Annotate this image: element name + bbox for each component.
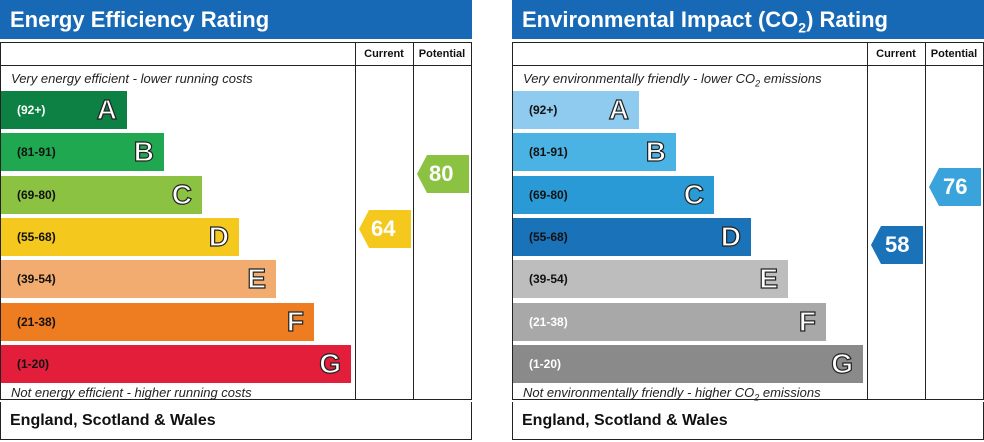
potential-column-divider (925, 43, 926, 399)
band-letter: A (608, 93, 629, 125)
band-range-label: (1-20) (17, 356, 50, 371)
rating-band-a: (92+) A (513, 91, 639, 129)
environment-title-post: ) Rating (806, 7, 888, 32)
band-letter: E (247, 263, 267, 295)
band-range-label: (81-91) (17, 145, 56, 160)
rating-band-f: (21-38) F (513, 302, 826, 341)
rating-band-e: (39-54) E (513, 260, 788, 299)
energy-current-arrow-shape (359, 210, 411, 248)
environment-potential-rating-arrow: 76 (929, 168, 981, 206)
potential-column-divider (413, 43, 414, 399)
environment-title-sub: 2 (798, 19, 807, 36)
energy-top-description: Very energy efficient - lower running co… (11, 71, 253, 86)
band-range-label: (1-20) (529, 356, 562, 371)
environment-top-post: emissions (760, 71, 822, 86)
rating-band-c: (69-80) C (1, 175, 202, 214)
environment-current-rating-arrow: 58 (871, 226, 923, 264)
environment-title: Environmental Impact (CO2) Rating (512, 0, 984, 39)
band-letter: B (645, 136, 666, 168)
band-letter: C (171, 178, 192, 210)
energy-current-rating-arrow: 64 (359, 210, 411, 248)
rating-band-a: (92+) A (1, 91, 127, 129)
environment-top-pre: Very environmentally friendly - lower CO (523, 71, 756, 86)
environment-bottom-description: Not environmentally friendly - higher CO… (523, 385, 821, 403)
band-range-label: (69-80) (17, 187, 56, 202)
rating-band-f: (21-38) F (1, 302, 314, 341)
band-range-label: (92+) (17, 103, 46, 117)
rating-band-b: (81-91) B (513, 133, 676, 172)
band-range-label: (69-80) (529, 187, 568, 202)
environment-top-description: Very environmentally friendly - lower CO… (523, 71, 822, 89)
band-letter: D (720, 220, 741, 252)
band-letter: A (96, 93, 117, 125)
environment-footer: England, Scotland & Wales (512, 402, 984, 440)
rating-band-c: (69-80) C (513, 175, 714, 214)
header-divider (513, 65, 983, 66)
rating-band-g: (1-20) G (1, 344, 351, 383)
band-letter: E (759, 263, 779, 295)
current-column-header: Current (364, 48, 404, 60)
environment-potential-value: 76 (943, 174, 968, 199)
energy-potential-arrow-shape (417, 155, 469, 193)
environment-title-pre: Environmental Impact (CO (522, 7, 799, 32)
energy-footer-text: England, Scotland & Wales (10, 412, 216, 429)
current-column-header: Current (876, 48, 916, 60)
environment-potential-arrow-shape (929, 168, 981, 206)
band-range-label: (55-68) (17, 229, 56, 244)
energy-efficiency-panel: Energy Efficiency Rating Current Potenti… (0, 0, 472, 442)
potential-column-header: Potential (930, 48, 978, 60)
energy-bottom-description: Not energy efficient - higher running co… (11, 385, 252, 400)
energy-title: Energy Efficiency Rating (0, 0, 472, 39)
energy-potential-value: 80 (429, 161, 454, 186)
energy-potential-rating-arrow: 80 (417, 155, 469, 193)
band-letter: C (683, 178, 704, 210)
environment-chart-box: Current Potential Very environmentally f… (512, 42, 984, 403)
band-range-label: (21-38) (529, 314, 568, 329)
rating-band-d: (55-68) D (1, 217, 239, 256)
rating-band-e: (39-54) E (1, 260, 276, 299)
rating-band-d: (55-68) D (513, 217, 751, 256)
energy-current-value: 64 (371, 216, 396, 241)
band-range-label: (81-91) (529, 145, 568, 160)
energy-footer: England, Scotland & Wales (0, 402, 472, 440)
environment-footer-text: England, Scotland & Wales (522, 412, 728, 429)
band-letter: B (133, 136, 154, 168)
rating-band-g: (1-20) G (513, 344, 863, 383)
band-range-label: (21-38) (17, 314, 56, 329)
energy-chart-box: Current Potential Very energy efficient … (0, 42, 472, 400)
band-letter: F (286, 305, 304, 337)
band-letter: G (831, 347, 854, 379)
environment-bottom-post: emissions (759, 385, 821, 400)
rating-band-b: (81-91) B (1, 133, 164, 172)
band-letter: F (798, 305, 816, 337)
environment-current-arrow-shape (871, 226, 923, 264)
band-range-label: (92+) (529, 103, 558, 117)
band-range-label: (39-54) (17, 272, 56, 287)
band-letter: G (319, 347, 342, 379)
header-divider (1, 65, 471, 66)
band-range-label: (39-54) (529, 272, 568, 287)
environmental-impact-panel: Environmental Impact (CO2) Rating Curren… (512, 0, 984, 442)
current-column-divider (355, 43, 356, 399)
environment-current-value: 58 (885, 232, 910, 257)
environment-bottom-sub: 2 (754, 392, 760, 403)
environment-top-sub: 2 (755, 78, 761, 89)
current-column-divider (867, 43, 868, 399)
band-range-label: (55-68) (529, 229, 568, 244)
potential-column-header: Potential (418, 48, 466, 60)
band-letter: D (208, 220, 229, 252)
environment-bottom-pre: Not environmentally friendly - higher CO (523, 385, 755, 400)
